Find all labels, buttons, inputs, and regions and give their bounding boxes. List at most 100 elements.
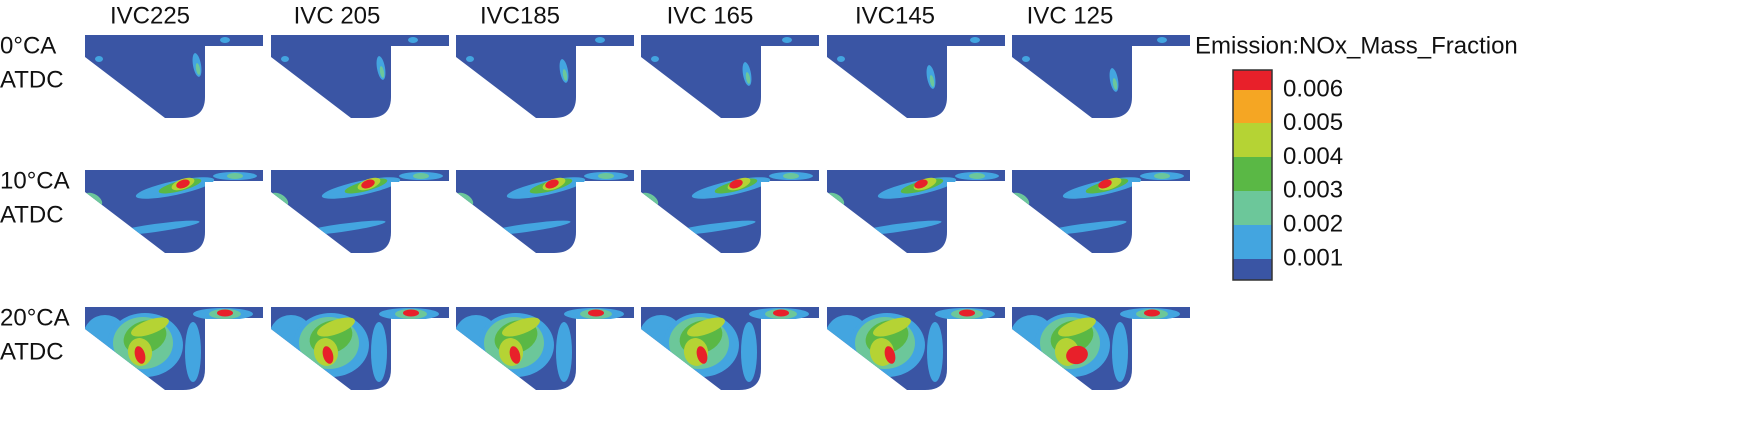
- contour-panel: [827, 307, 1005, 390]
- contour: [696, 346, 708, 364]
- contour: [1154, 173, 1170, 179]
- contour-panel: [456, 35, 634, 118]
- contour: [131, 317, 169, 337]
- column-header: IVC 125: [1027, 2, 1114, 29]
- contour: [273, 342, 289, 372]
- panel-strip: [1012, 170, 1190, 181]
- panel-strip: [827, 170, 1005, 181]
- contour: [1058, 317, 1096, 337]
- contour: [1112, 322, 1128, 382]
- contour: [317, 317, 355, 337]
- contour: [371, 322, 387, 382]
- contour: [545, 179, 559, 189]
- panel-bowl: [271, 181, 391, 253]
- legend-label: 0.006: [1283, 75, 1343, 102]
- contour: [927, 322, 943, 382]
- colorbar: [1232, 69, 1273, 281]
- contour: [929, 75, 935, 87]
- contour: [1144, 309, 1160, 317]
- panel-strip: [1012, 35, 1190, 46]
- contour-panel: [827, 170, 1005, 253]
- contour: [322, 346, 334, 364]
- contour: [176, 179, 190, 189]
- contours: [651, 37, 792, 86]
- contour: [217, 309, 233, 317]
- contour: [595, 37, 605, 43]
- row-label: ATDC: [0, 338, 64, 365]
- panel-strip: [85, 35, 263, 46]
- legend-label: 0.003: [1283, 177, 1343, 204]
- contour-panel: [1012, 35, 1190, 118]
- panel-bowl: [456, 181, 576, 253]
- contour: [1066, 345, 1088, 365]
- contour: [220, 37, 230, 43]
- contour-panel: [641, 307, 819, 390]
- contour-panel: [271, 35, 449, 118]
- contour: [413, 173, 429, 179]
- panel-bowl: [827, 46, 947, 118]
- contour: [1112, 78, 1118, 90]
- contour: [884, 346, 896, 364]
- contours: [95, 37, 230, 77]
- panel-bowl: [271, 46, 391, 118]
- panel-strip: [827, 35, 1005, 46]
- contours: [466, 37, 605, 83]
- panel-bowl: [85, 181, 205, 253]
- contour: [562, 69, 568, 81]
- panel-strip: [271, 35, 449, 46]
- contour: [361, 179, 375, 189]
- contour-panel: [1012, 307, 1190, 390]
- contours: [837, 37, 980, 89]
- column-header: IVC225: [110, 2, 190, 29]
- row-label: 20°CA: [0, 304, 70, 331]
- contour: [1014, 342, 1030, 372]
- contour-panel: [1012, 170, 1190, 253]
- contour: [687, 317, 725, 337]
- contour-panel: [271, 307, 449, 390]
- contour-panel: [85, 307, 263, 390]
- contour-panel: [827, 35, 1005, 118]
- contour: [773, 309, 789, 317]
- row-label: ATDC: [0, 201, 64, 228]
- panel-strip: [271, 307, 449, 318]
- contour-panel: [271, 170, 449, 253]
- contour-panel: [641, 170, 819, 253]
- contour: [408, 37, 418, 43]
- panel-strip: [827, 307, 1005, 318]
- column-header: IVC 165: [667, 2, 754, 29]
- contour: [1157, 37, 1167, 43]
- contour: [185, 322, 201, 382]
- contour: [783, 173, 799, 179]
- column-header: IVC 205: [294, 2, 381, 29]
- contours: [85, 172, 257, 236]
- panel-bowl: [641, 181, 761, 253]
- row-label: 10°CA: [0, 167, 70, 194]
- contour: [782, 37, 792, 43]
- contour: [95, 56, 103, 62]
- row-label: 0°CA: [0, 32, 56, 59]
- contour: [959, 309, 975, 317]
- contour-panel: [641, 35, 819, 118]
- contours: [281, 37, 418, 80]
- panel-bowl: [1012, 181, 1132, 253]
- contour: [741, 322, 757, 382]
- contour: [502, 317, 540, 337]
- panel-strip: [271, 170, 449, 181]
- panel-bowl: [641, 46, 761, 118]
- contour: [281, 56, 289, 62]
- contour: [403, 309, 419, 317]
- contour: [914, 179, 928, 189]
- legend-label: 0.002: [1283, 211, 1343, 238]
- contours: [1022, 37, 1167, 92]
- contour: [588, 309, 604, 317]
- panel-strip: [641, 35, 819, 46]
- panel-strip: [1012, 307, 1190, 318]
- contour-panel: [85, 35, 263, 118]
- panel-bowl: [456, 46, 576, 118]
- panel-strip: [456, 170, 634, 181]
- contour: [556, 322, 572, 382]
- contour: [829, 342, 845, 372]
- contour: [745, 72, 751, 84]
- contour: [134, 346, 146, 364]
- contour: [969, 173, 985, 179]
